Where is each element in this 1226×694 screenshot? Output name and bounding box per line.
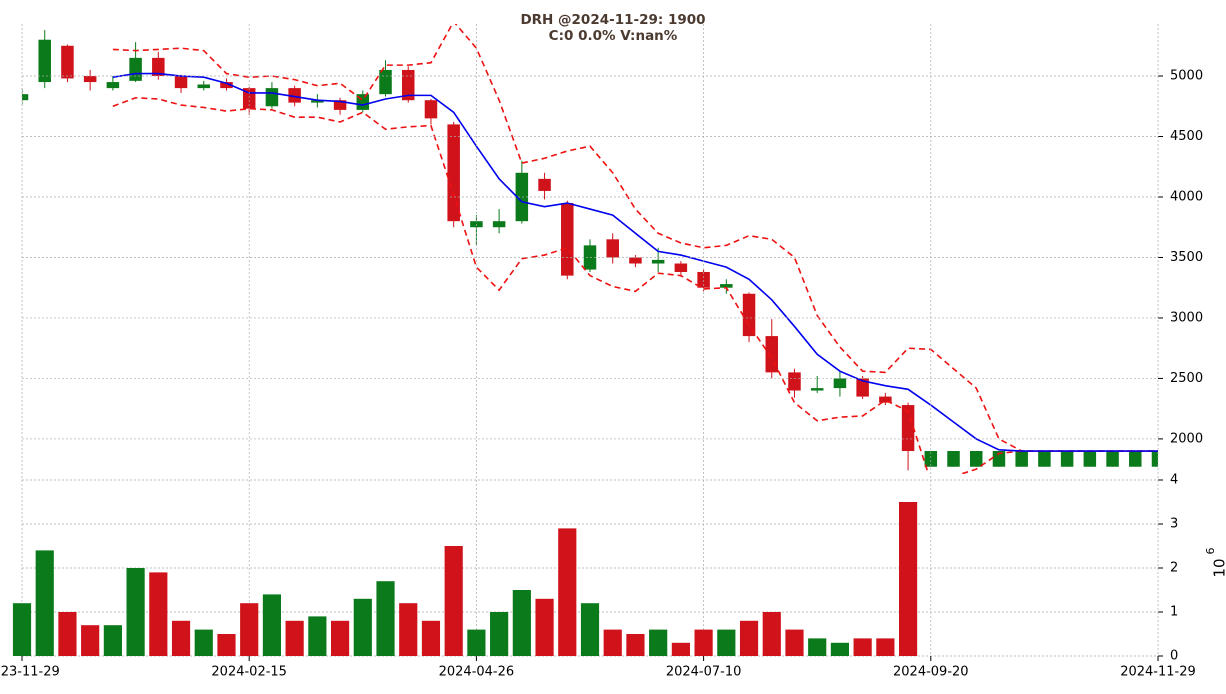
y2-scale-base: 10: [1211, 558, 1226, 577]
chart-title: DRH @2024-11-29: 1900: [520, 12, 705, 28]
candle-body: [175, 76, 187, 88]
y-tick-label: 2500: [1170, 371, 1203, 386]
candle-body: [970, 451, 982, 467]
candle-body: [198, 84, 210, 88]
candle-body: [811, 388, 823, 390]
x-tick-label: 2024-09-20: [893, 665, 969, 680]
candle-body: [493, 221, 505, 227]
volume-bar: [13, 603, 31, 656]
volume-bar: [854, 638, 872, 656]
candle-body: [1015, 451, 1027, 467]
volume-bar: [876, 638, 894, 656]
volume-bar: [58, 612, 76, 656]
candle-body: [38, 40, 50, 82]
chart-subtitle: C:0 0.0% V:nan%: [549, 28, 678, 44]
y-tick-label: 4000: [1170, 189, 1203, 204]
y2-tick-label: 2: [1170, 561, 1178, 576]
candle-body: [834, 378, 846, 388]
volume-bar: [672, 643, 690, 656]
volume-bar: [649, 630, 667, 656]
volume-bar: [172, 621, 190, 656]
candle-body: [947, 451, 959, 467]
candle-body: [107, 82, 119, 88]
volume-bar: [308, 616, 326, 656]
y2-tick-label: 0: [1170, 649, 1178, 664]
volume-bar: [422, 621, 440, 656]
volume-bar: [740, 621, 758, 656]
candle-body: [266, 88, 278, 106]
candle-body: [425, 100, 437, 118]
volume-bar: [695, 630, 713, 656]
candle-body: [1106, 451, 1118, 467]
candle-body: [1061, 451, 1073, 467]
candle-body: [538, 179, 550, 191]
volume-bar: [399, 603, 417, 656]
volume-bar: [354, 599, 372, 656]
y2-tick-label: 3: [1170, 517, 1178, 532]
upper-band: [113, 22, 1158, 451]
candle-body: [84, 76, 96, 82]
volume-bar: [626, 634, 644, 656]
volume-bar: [195, 630, 213, 656]
volume-bar: [717, 630, 735, 656]
candle-body: [629, 257, 641, 263]
volume-bar: [331, 621, 349, 656]
y-tick-label: 4500: [1170, 129, 1203, 144]
volume-bar: [104, 625, 122, 656]
candle-body: [743, 294, 755, 336]
candle-body: [606, 239, 618, 257]
candle-body: [379, 70, 391, 94]
volume-bar: [535, 599, 553, 656]
volume-bar: [286, 621, 304, 656]
candle-body: [788, 372, 800, 390]
volume-bar: [149, 572, 167, 656]
volume-bar: [217, 634, 235, 656]
y2-tick-label: 4: [1170, 473, 1178, 488]
volume-bar: [445, 546, 463, 656]
candle-body: [129, 58, 141, 81]
candle-body: [61, 46, 73, 79]
volume-bar: [831, 643, 849, 656]
candle-body: [652, 260, 664, 264]
x-tick-label: 2024-07-10: [666, 665, 742, 680]
volume-bar: [785, 630, 803, 656]
y2-scale-exponent: 6: [1204, 548, 1217, 555]
y-tick-label: 3000: [1170, 310, 1203, 325]
x-tick-label: 2024-11-29: [1120, 665, 1196, 680]
volume-bar: [513, 590, 531, 656]
volume-bar: [899, 502, 917, 656]
volume-bar: [763, 612, 781, 656]
volume-bar: [240, 603, 258, 656]
volume-bar: [808, 638, 826, 656]
candle-body: [1038, 451, 1050, 467]
volume-bar: [467, 630, 485, 656]
volume-bar: [263, 594, 281, 656]
volume-bar: [558, 528, 576, 656]
candle-body: [1084, 451, 1096, 467]
candle-body: [675, 264, 687, 272]
candle-body: [1129, 451, 1141, 467]
price-panel: [16, 22, 1164, 482]
candle-body: [561, 203, 573, 276]
volume-bar: [604, 630, 622, 656]
volume-bar: [36, 550, 54, 656]
x-tick-label: 2023-11-29: [0, 665, 60, 680]
lower-band: [113, 98, 1158, 481]
x-tick-label: 2024-02-15: [211, 665, 287, 680]
y2-tick-label: 1: [1170, 605, 1178, 620]
y-tick-label: 3500: [1170, 250, 1203, 265]
volume-bar: [376, 581, 394, 656]
y-tick-label: 5000: [1170, 69, 1203, 84]
x-tick-label: 2024-04-26: [439, 665, 515, 680]
volume-bar: [81, 625, 99, 656]
y-tick-label: 2000: [1170, 431, 1203, 446]
volume-bar: [581, 603, 599, 656]
volume-bar: [127, 568, 145, 656]
volume-bar: [490, 612, 508, 656]
candle-body: [766, 336, 778, 372]
